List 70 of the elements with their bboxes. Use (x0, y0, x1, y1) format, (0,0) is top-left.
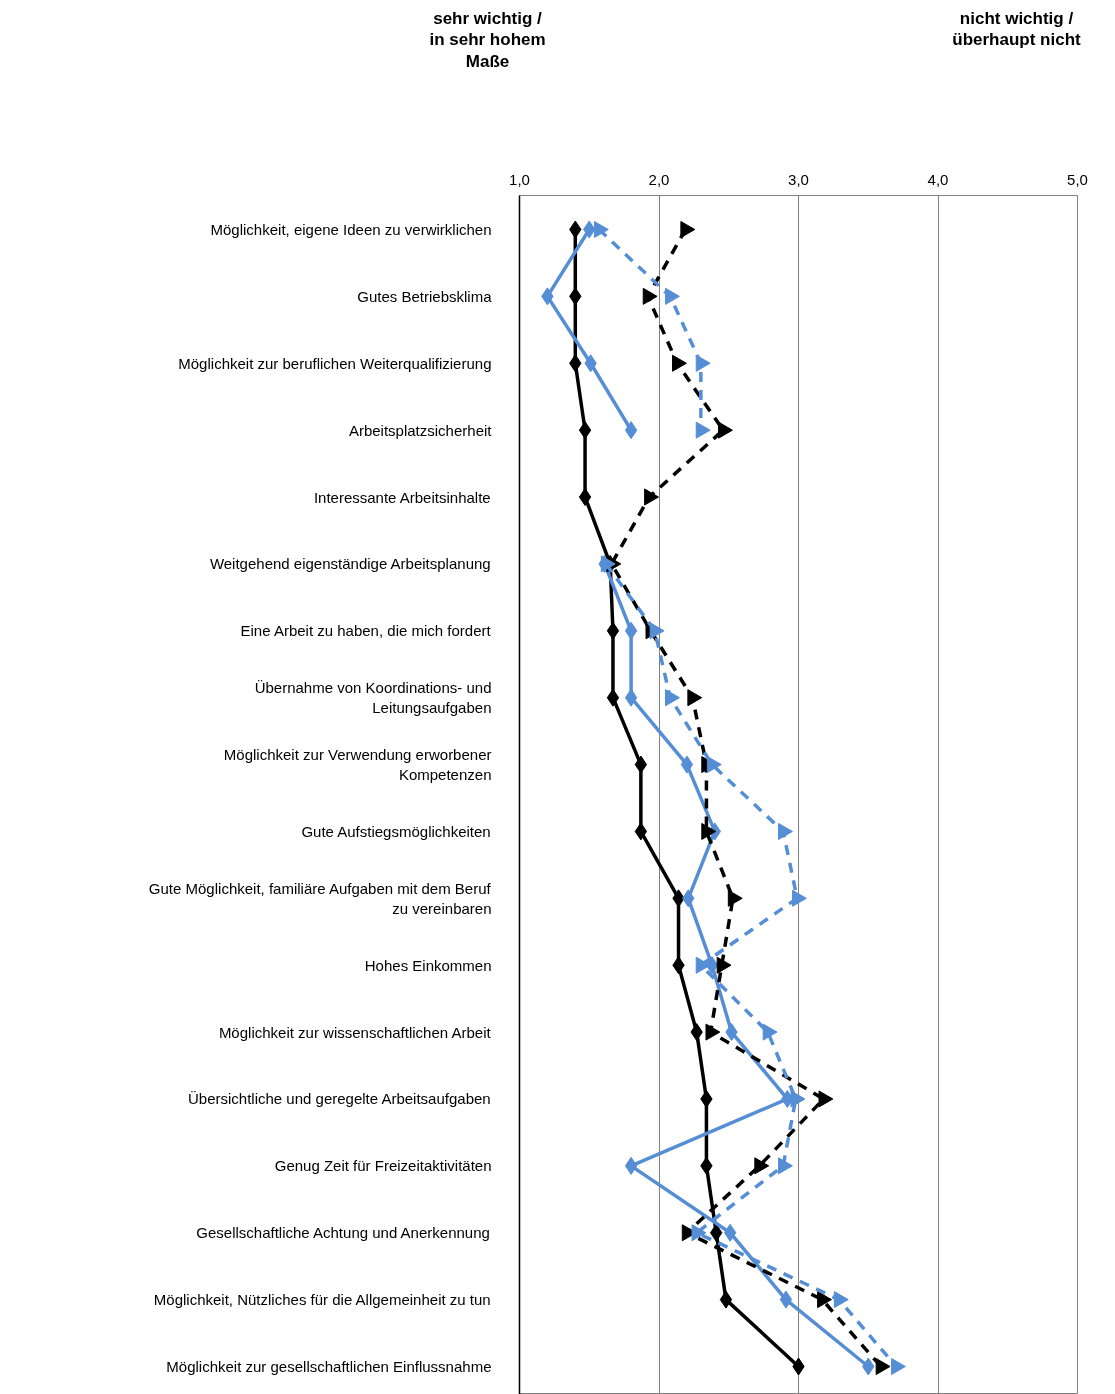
point (723, 1223, 737, 1242)
point (706, 756, 722, 774)
point (701, 822, 717, 840)
x-tick-label: 5,0 (1067, 170, 1088, 188)
point (779, 1290, 793, 1309)
point (778, 822, 793, 840)
y-tick-label: Genug Zeit für Freizeitaktivitäten (274, 1157, 492, 1175)
y-tick-label: Weitgehend eigenständige Arbeitsplanung (209, 555, 491, 573)
point (695, 354, 711, 372)
y-tick-label: Arbeitsplatzsicherheit (348, 421, 493, 439)
point (578, 421, 592, 440)
y-tick-label: Möglichkeit, Nützliches für die Allgemeinheit zu tun (153, 1291, 491, 1309)
point (649, 622, 665, 640)
point (719, 1290, 733, 1309)
y-tick-label: Gutes Betriebsklima (357, 287, 493, 305)
point (727, 889, 743, 907)
point (680, 220, 696, 238)
point (624, 421, 638, 440)
point (691, 1224, 707, 1242)
point (624, 688, 638, 707)
point (762, 1023, 778, 1041)
y-tick-label: Möglichkeit zur Verwendung erworbener Kompetenzen (223, 745, 492, 784)
point (705, 956, 719, 975)
point (600, 555, 616, 573)
point (754, 1157, 770, 1175)
y-tick-label: Möglichkeit, eigene Ideen zu verwirklichen (210, 220, 492, 238)
point (817, 1291, 832, 1309)
point (593, 220, 609, 238)
point (606, 621, 620, 640)
point (716, 956, 732, 974)
point (778, 1157, 793, 1175)
point (644, 488, 659, 506)
y-tick-label: Hohes Einkommen (364, 956, 492, 974)
x-tick-label: 2,0 (648, 170, 670, 188)
x-tick-label: 3,0 (788, 170, 809, 188)
y-tick-label: Gute Aufstiegsmöglichkeiten (301, 822, 491, 840)
point (718, 421, 733, 439)
text: nicht wichtig / überhaupt nicht (952, 8, 1082, 50)
y-tick-label: Gute Möglichkeit, familiäre Aufgaben mit dem Beruf zu vereinbaren (148, 879, 492, 918)
point (818, 1090, 834, 1108)
y-tick-label: Möglichkeit zur beruflichen Weiterqualifizierung (178, 354, 492, 372)
point (624, 1156, 638, 1175)
point (578, 488, 592, 507)
point (634, 822, 648, 841)
point (634, 755, 648, 774)
y-tick-label: Möglichkeit zur gesellschaftlichen Einflussnahme (166, 1358, 492, 1376)
x-tick-label: 1,0 (509, 170, 530, 188)
point (665, 287, 680, 305)
point (695, 421, 711, 439)
point (672, 354, 687, 372)
point (790, 1090, 806, 1108)
point (606, 688, 620, 707)
y-tick-label: Übernahme von Koordinations- und Leitungsaufgaben (254, 678, 492, 717)
y-tick-label: Übersichtliche und geregelte Arbeitsaufgaben (187, 1090, 491, 1108)
point (891, 1358, 906, 1376)
y-tick-label: Gesellschaftliche Achtung und Anerkennung (196, 1224, 490, 1242)
point (705, 1023, 721, 1041)
x-tick-label: 4,0 (927, 170, 949, 188)
point (791, 889, 807, 907)
point (665, 689, 680, 707)
y-tick-label: Interessante Arbeitsinhalte (313, 488, 491, 506)
point (833, 1291, 849, 1309)
text: sehr wichtig / in sehr hohem Maße (429, 8, 546, 72)
y-tick-label: Eine Arbeit zu haben, die mich fordert (240, 622, 492, 640)
y-tick-label: Möglichkeit zur wissenschaftlichen Arbeit (218, 1023, 492, 1041)
point (624, 621, 638, 640)
point (642, 287, 658, 305)
point (680, 755, 694, 774)
point (875, 1358, 891, 1376)
point (687, 689, 703, 707)
